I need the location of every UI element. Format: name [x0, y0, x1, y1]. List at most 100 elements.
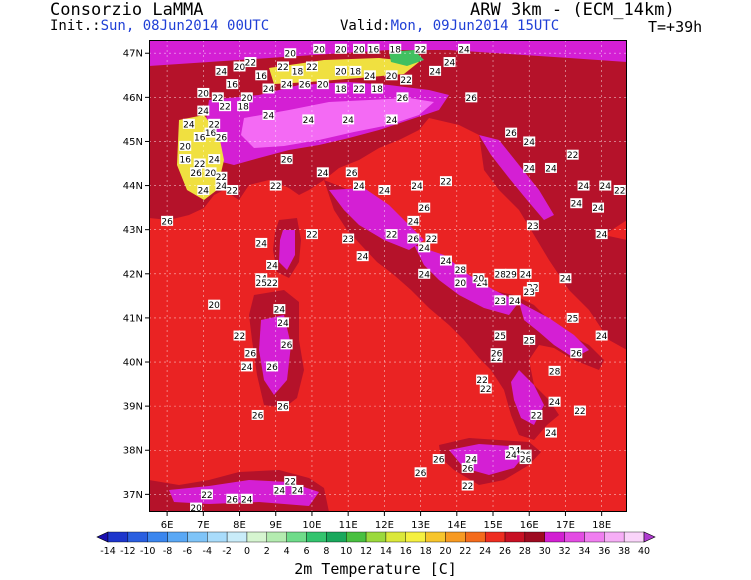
station-temperature: 24	[545, 164, 557, 174]
forecast-step: T=+39h	[648, 18, 703, 36]
station-temperature: 24	[596, 332, 608, 342]
station-label: 26	[276, 401, 289, 413]
station-label: 26	[432, 454, 445, 466]
station-temperature: 24	[342, 116, 354, 126]
station-label: 18	[291, 65, 304, 77]
station-temperature: 24	[505, 451, 517, 461]
station-label-box	[197, 87, 210, 98]
station-label: 26	[461, 462, 474, 474]
station-label: 23	[494, 295, 507, 307]
station-label-box	[255, 70, 268, 81]
station-temperature: 16	[227, 81, 239, 91]
station-temperature: 22	[476, 376, 487, 386]
station-temperature: 22	[234, 332, 245, 342]
station-temperature: 26	[277, 403, 289, 413]
station-temperature: 16	[179, 156, 191, 166]
station-temperature: 24	[418, 244, 430, 254]
station-label-box	[197, 184, 210, 195]
station-label-box	[190, 167, 203, 178]
station-label-box	[595, 330, 608, 341]
station-temperature: 22	[440, 178, 451, 188]
station-temperature: 24	[208, 156, 220, 166]
station-label: 22	[400, 74, 413, 86]
lat-tick-label: 47N	[123, 49, 143, 60]
colorbar-tick-label: 0	[244, 546, 250, 557]
colorbar-tick-label: 12	[360, 546, 372, 557]
station-temperature: 16	[194, 134, 206, 144]
station-temperature: 26	[397, 94, 409, 104]
station-label-box	[204, 167, 217, 178]
station-temperature: 18	[390, 45, 402, 55]
station-label-box	[418, 268, 431, 279]
station-label-box	[266, 361, 279, 372]
station-label: 26	[505, 127, 518, 139]
colorbar-swatch	[405, 531, 426, 543]
station-label: 24	[291, 484, 304, 496]
station-label: 24	[523, 136, 536, 148]
station-temperature: 24	[429, 67, 441, 77]
station-label: 22	[385, 229, 398, 241]
station-label-box	[371, 83, 384, 94]
station-temperature: 26	[505, 129, 517, 139]
colorbar-tick-label: 24	[479, 546, 491, 557]
station-label-box	[400, 74, 413, 85]
station-label-box	[472, 273, 485, 284]
colorbar-boxes	[96, 531, 656, 543]
station-label-box	[226, 79, 239, 90]
station-label-box	[418, 242, 431, 253]
station-label: 25	[566, 312, 579, 324]
station-label: 22	[211, 92, 224, 104]
station-temperature: 26	[281, 341, 293, 351]
station-temperature: 26	[571, 350, 583, 360]
station-label: 20	[454, 277, 467, 289]
colorbar-tick-label: 26	[499, 546, 511, 557]
station-temperature: 24	[592, 204, 604, 214]
station-temperature: 29	[505, 270, 517, 280]
station-temperature: 22	[567, 151, 578, 161]
station-temperature: 24	[520, 270, 532, 280]
station-label: 22	[573, 405, 586, 417]
station-label: 26	[490, 348, 503, 360]
station-label-box	[284, 476, 297, 487]
station-temperature: 24	[198, 186, 210, 196]
station-label-box	[349, 65, 362, 76]
station-temperature: 26	[466, 94, 478, 104]
colorbar-swatch	[544, 531, 565, 543]
station-temperature: 22	[306, 63, 317, 73]
station-label: 20	[190, 502, 203, 512]
station-label-box	[613, 184, 626, 195]
station-label-box	[566, 312, 579, 323]
station-temperature: 20	[313, 45, 325, 55]
station-label: 20	[334, 43, 347, 55]
alpine-green	[389, 50, 424, 66]
colorbar-swatch	[425, 531, 446, 543]
station-label-box	[505, 127, 518, 138]
station-label: 24	[443, 57, 456, 69]
organization-title: Consorzio LaMMA	[50, 0, 204, 20]
colorbar-tick-label: 18	[420, 546, 432, 557]
station-label: 20	[353, 43, 366, 55]
station-label-box	[211, 92, 224, 103]
station-label-box	[363, 70, 376, 81]
station-label: 22	[461, 480, 474, 492]
colorbar-swatch	[604, 531, 625, 543]
station-temperature: 22	[415, 45, 426, 55]
station-label-box	[523, 286, 536, 297]
station-label: 22	[613, 184, 626, 196]
station-label: 24	[215, 65, 228, 77]
station-label: 24	[544, 162, 557, 174]
station-label: 24	[519, 268, 532, 280]
station-temperature: 24	[198, 107, 210, 117]
station-temperature: 24	[411, 182, 423, 192]
station-label: 22	[305, 229, 318, 241]
colorbar-tick-label: -8	[163, 546, 172, 557]
station-label: 20	[334, 65, 347, 77]
station-temperature: 24	[509, 297, 521, 307]
colorbar-swatch	[207, 531, 228, 543]
station-label: 22	[305, 61, 318, 73]
station-label-box	[544, 427, 557, 438]
station-label: 24	[208, 154, 221, 166]
station-label: 24	[316, 167, 329, 179]
station-label-box	[353, 43, 366, 54]
station-label: 26	[244, 348, 257, 360]
